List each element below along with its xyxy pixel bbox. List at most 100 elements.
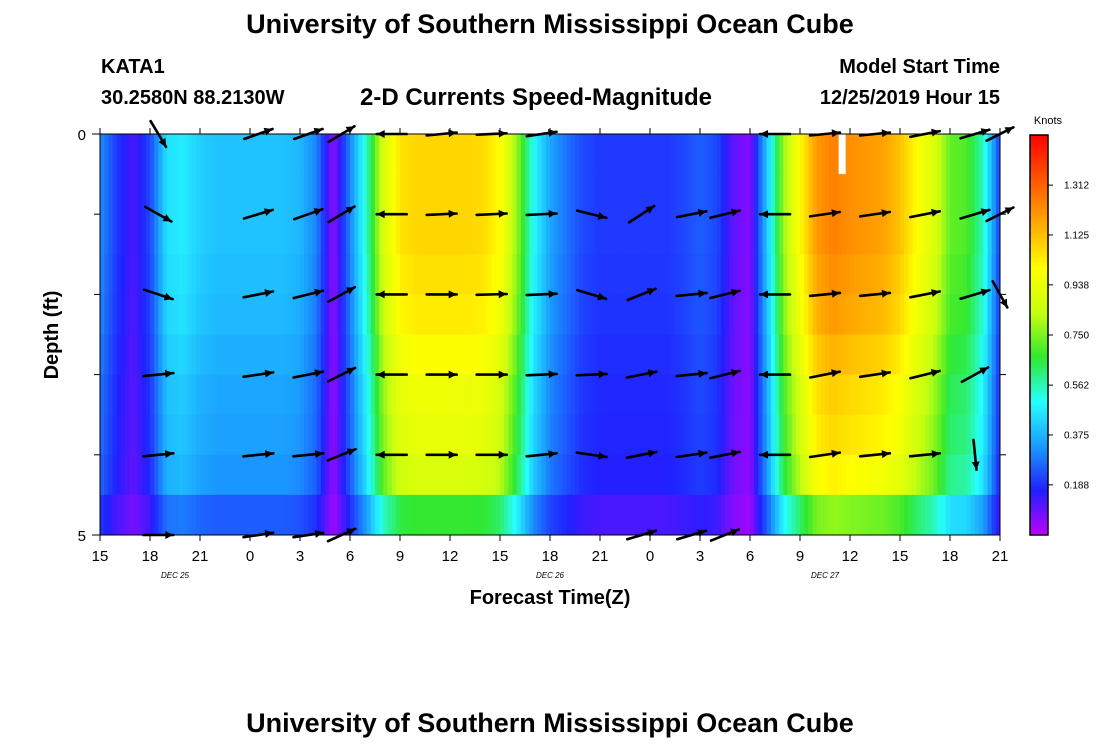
arrow-head [931,450,940,459]
model-start-value: 12/25/2019 Hour 15 [819,87,1000,109]
arrow-head [980,208,990,216]
heatmap-cell [987,174,993,215]
heatmap-cell [587,494,593,535]
heatmap-cell [995,374,1000,416]
heatmap-cell [758,214,764,255]
heatmap-cell [104,454,109,496]
heatmap-cell [533,334,539,376]
heatmap-cell [604,414,609,456]
heatmap-cell [383,214,389,255]
heatmap-cell [858,134,864,175]
heatmap-cell [695,174,701,215]
heatmap-cell [791,494,797,535]
heatmap-cell [441,214,447,255]
heatmap-cell [283,494,289,535]
heatmap-cell [725,334,730,376]
heatmap-cell [345,334,351,376]
heatmap-cell [441,254,447,295]
heatmap-cell [600,494,605,535]
heatmap-cell [929,294,934,336]
heatmap-cell [975,334,980,376]
heatmap-cell [170,374,176,416]
heatmap-cell [625,254,630,295]
heatmap-cell [758,454,764,496]
heatmap-cell [112,214,118,255]
heatmap-cell [175,334,180,376]
heatmap-cell [466,454,472,496]
heatmap-cell [316,374,322,416]
heatmap-cell [229,414,234,456]
heatmap-cell [366,254,372,295]
heatmap-cell [345,414,351,456]
heatmap-cell [666,254,672,295]
heatmap-cell [429,174,434,215]
heatmap-cell [300,174,305,215]
heatmap-cell [908,174,914,215]
heatmap-cell [804,134,809,175]
heatmap-cell [579,414,584,456]
current-vector-arrow [242,450,275,459]
heatmap-cell [679,414,684,456]
heatmap-cell [625,454,630,496]
heatmap-cell [233,494,239,535]
arrow-head [346,448,356,456]
chart-title: 2-D Currents Speed-Magnitude [360,84,713,111]
heatmap-cell [679,374,684,416]
heatmap-cell [437,454,443,496]
heatmap-cell [291,254,297,295]
heatmap-cell [700,414,705,456]
heatmap-cell [237,454,243,496]
heatmap-cell [766,334,772,376]
heatmap-cell [187,334,193,376]
heatmap-cell [833,414,839,456]
heatmap-cell [562,214,568,255]
heatmap-cell [458,494,464,535]
heatmap-cell [141,254,147,295]
heatmap-cell [675,454,680,496]
colorbar-tick-label: 1.312 [1064,181,1089,192]
heatmap-cell [433,334,439,376]
y-axis-title: Depth (ft) [41,291,63,380]
heatmap-cell [441,414,447,456]
heatmap-cell [666,374,672,416]
heatmap-cell [329,454,334,496]
heatmap-cell [491,254,497,295]
current-vector-arrow [758,370,792,379]
heatmap-cell [166,254,172,295]
heatmap-cell [883,174,889,215]
heatmap-cell [558,494,564,535]
heatmap-cell [504,454,509,496]
heatmap-cell [375,134,380,175]
heatmap-cell [900,334,905,376]
heatmap-cell [700,454,705,496]
heatmap-cell [208,254,214,295]
heatmap-cell [887,214,893,255]
x-date-label: DEC 25 [161,571,190,580]
heatmap-cell [720,454,726,496]
heatmap-cell [666,294,672,336]
heatmap-cell [650,414,655,456]
heatmap-cell [637,294,643,336]
heatmap-cell [700,134,705,175]
heatmap-cell [354,374,359,416]
heatmap-cell [470,454,476,496]
heatmap-cell [154,454,159,496]
heatmap-cell [483,454,489,496]
heatmap-cell [416,494,422,535]
heatmap-cell [162,294,168,336]
heatmap-cell [525,294,530,336]
heatmap-cell [108,294,114,336]
current-vector-arrow [475,290,509,299]
heatmap-cell [904,374,909,416]
heatmap-cell [758,374,764,416]
heatmap-cell [425,134,430,175]
heatmap-cell [733,134,739,175]
heatmap-cell [612,374,618,416]
heatmap-cell [916,494,922,535]
heatmap-cell [441,374,447,416]
heatmap-cell [529,494,534,535]
heatmap-cell [745,414,751,456]
heatmap-cell [783,454,789,496]
heatmap-cell [770,454,776,496]
heatmap-cell [754,134,759,175]
